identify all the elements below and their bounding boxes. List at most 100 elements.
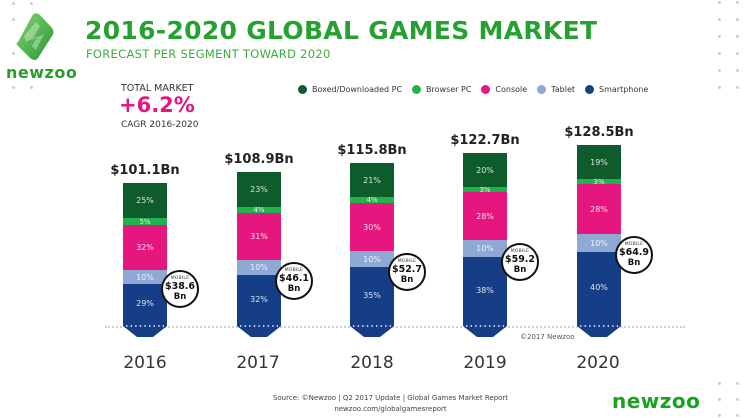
mobile-label: MOBILE — [284, 267, 304, 273]
segment-percent-label: 5% — [139, 217, 151, 226]
segment-tablet: 10% — [350, 251, 394, 267]
segment-percent-label: 3% — [593, 177, 605, 186]
segment-percent-label: 19% — [590, 157, 608, 167]
segment-smartphone: 40% — [577, 252, 621, 323]
mobile-value: $38.6 — [164, 281, 196, 293]
year-label-2018: 2018 — [350, 353, 394, 373]
bar-2018: 21% 4% 30% 10% 35% — [350, 163, 394, 338]
total-market-cagr-value: +6.2% — [119, 93, 195, 117]
mobile-revenue-badge: MOBILE $64.9 Bn — [615, 236, 653, 274]
newzoo-brand-footer: newzoo — [612, 389, 701, 413]
legend-label: Smartphone — [599, 85, 649, 94]
segment-percent-label: 10% — [250, 263, 268, 272]
segment-boxed-pc: 19% — [577, 145, 621, 179]
year-label-2020: 2020 — [576, 353, 620, 373]
segment-percent-label: 23% — [250, 185, 268, 194]
bar-2016: 25% 5% 32% 10% 29% — [123, 183, 167, 338]
mobile-unit: Bn — [400, 274, 414, 285]
mobile-revenue-badge: MOBILE $52.7 Bn — [388, 253, 426, 291]
segment-percent-label: 20% — [476, 165, 494, 175]
mobile-unit: Bn — [287, 283, 301, 294]
segment-percent-label: 25% — [136, 196, 154, 205]
decorative-dots-left — [0, 0, 40, 418]
segment-percent-label: 30% — [363, 222, 381, 232]
segment-percent-label: 10% — [476, 244, 494, 253]
decorative-dots-right — [715, 0, 750, 418]
legend-label: Tablet — [551, 85, 576, 94]
segment-smartphone: 32% — [237, 275, 281, 323]
bar-2019: 20% 3% 28% 10% 38% — [463, 153, 507, 338]
segment-console: 28% — [463, 192, 507, 240]
mobile-value: $59.2 — [504, 254, 536, 266]
segment-tablet: 10% — [237, 260, 281, 275]
segment-percent-label: 32% — [136, 243, 154, 252]
year-label-2016: 2016 — [123, 353, 167, 373]
mobile-revenue-badge: MOBILE $59.2 Bn — [501, 243, 539, 281]
legend-label: Console — [495, 85, 528, 94]
mobile-revenue-badge: MOBILE $38.6 Bn — [161, 270, 199, 308]
segment-percent-label: 4% — [253, 206, 265, 214]
legend-swatch-icon — [298, 85, 307, 94]
segment-boxed-pc: 25% — [123, 183, 167, 218]
segment-percent-label: 31% — [250, 232, 268, 241]
segment-tablet: 10% — [463, 240, 507, 257]
segment-smartphone: 29% — [123, 284, 167, 323]
segment-browser-pc: 3% — [463, 186, 507, 194]
legend-swatch-icon — [585, 85, 595, 94]
segment-smartphone: 35% — [350, 267, 394, 323]
source-url[interactable]: newzoo.com/globalgamesreport — [334, 405, 447, 413]
segment-boxed-pc: 21% — [350, 163, 394, 197]
segment-tablet: 10% — [577, 234, 621, 252]
chart-subtitle: FORECAST PER SEGMENT TOWARD 2020 — [86, 47, 331, 61]
mobile-unit: Bn — [173, 291, 187, 302]
segment-percent-label: 4% — [366, 196, 378, 204]
legend-label: Boxed/Downloaded PC — [312, 85, 403, 94]
segment-percent-label: 32% — [250, 294, 268, 304]
mobile-unit: Bn — [627, 257, 641, 268]
total-market-cagr-period: CAGR 2016-2020 — [121, 120, 199, 130]
bar-chevron-icon — [237, 323, 281, 337]
total-market-label: TOTAL MARKET — [121, 83, 194, 94]
mobile-value: $52.7 — [391, 264, 423, 276]
bar-chevron-icon — [350, 323, 394, 337]
segment-browser-pc: 3% — [577, 177, 621, 186]
segment-percent-label: 28% — [476, 211, 494, 221]
segment-console: 28% — [577, 184, 621, 234]
year-label-2017: 2017 — [236, 353, 280, 373]
bar-chevron-icon — [577, 323, 621, 337]
legend-item-console: Console — [481, 85, 527, 94]
segment-percent-label: 35% — [363, 290, 381, 300]
segment-percent-label: 10% — [363, 254, 381, 264]
segment-smartphone: 38% — [463, 257, 507, 323]
segment-percent-label: 10% — [590, 238, 608, 248]
mobile-unit: Bn — [513, 264, 527, 275]
segment-boxed-pc: 23% — [237, 172, 281, 207]
chart-legend: Boxed/Downloaded PC Browser PC Console T… — [298, 85, 648, 94]
newzoo-logo-icon — [16, 13, 54, 61]
newzoo-logo-text: newzoo — [6, 63, 78, 82]
legend-label: Browser PC — [426, 85, 472, 94]
mobile-label: MOBILE — [170, 275, 190, 281]
segment-console: 32% — [123, 225, 167, 270]
segment-console: 31% — [237, 213, 281, 260]
segment-browser-pc: 4% — [237, 206, 281, 214]
legend-item-smartphone: Smartphone — [585, 85, 648, 94]
legend-item-browser-pc: Browser PC — [412, 85, 471, 94]
legend-swatch-icon — [537, 85, 547, 94]
segment-percent-label: 29% — [136, 299, 154, 308]
mobile-revenue-badge: MOBILE $46.1 Bn — [275, 262, 313, 300]
segment-percent-label: 40% — [590, 283, 608, 292]
legend-item-tablet: Tablet — [537, 85, 575, 94]
segment-percent-label: 10% — [136, 272, 154, 282]
bar-chevron-icon — [123, 323, 167, 337]
legend-item-boxed-pc: Boxed/Downloaded PC — [298, 85, 402, 94]
bar-2020: 19% 3% 28% 10% 40% — [577, 145, 621, 338]
bar-total-label: $108.9Bn — [224, 152, 294, 167]
segment-console: 30% — [350, 203, 394, 251]
segment-percent-label: 38% — [476, 285, 494, 295]
segment-boxed-pc: 20% — [463, 153, 507, 187]
segment-percent-label: 21% — [363, 175, 381, 185]
segment-percent-label: 28% — [590, 204, 608, 214]
mobile-value: $64.9 — [618, 247, 650, 259]
segment-browser-pc: 4% — [350, 196, 394, 204]
